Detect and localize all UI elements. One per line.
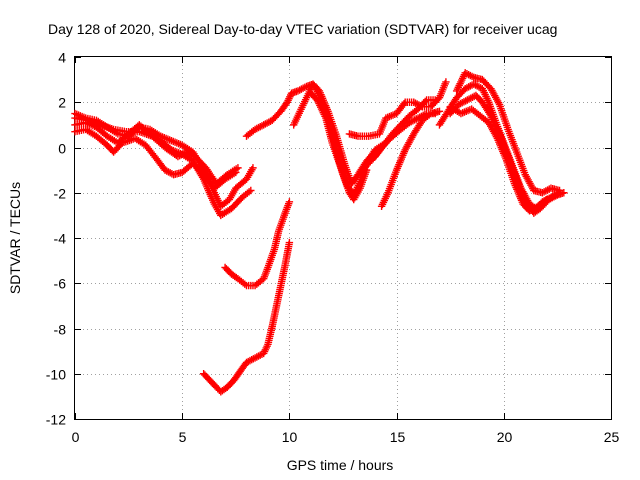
series-track-13 xyxy=(371,96,439,161)
y-tick-label: -10 xyxy=(46,367,66,383)
data-point-marker xyxy=(431,109,439,118)
x-tick-label: 5 xyxy=(179,429,187,445)
data-point-marker xyxy=(247,186,255,195)
grid-lines xyxy=(75,57,611,419)
series-track-17 xyxy=(446,103,551,215)
axes: 0 5 10 15 20 25 -12 -10 -8 -6 -4 -2 0 2 4 xyxy=(46,50,620,446)
y-axis-title: SDTVAR / TECUs xyxy=(7,182,23,294)
data-point-marker xyxy=(542,195,551,204)
series-track-3 xyxy=(71,125,240,192)
data-point-marker xyxy=(249,164,257,172)
x-tick-label: 10 xyxy=(282,429,298,445)
series-track-4 xyxy=(71,114,242,188)
data-point-marker xyxy=(442,78,450,86)
y-tick-label: 4 xyxy=(58,50,66,66)
x-tick-label: 0 xyxy=(72,429,80,445)
y-tick-label: -8 xyxy=(54,322,67,338)
y-tick-label: -2 xyxy=(54,186,67,202)
x-tick-label: 25 xyxy=(604,429,620,445)
data-point-marker xyxy=(285,198,294,206)
series-track-16 xyxy=(452,69,564,197)
y-tick-label: 2 xyxy=(58,95,66,111)
y-tick-label: -12 xyxy=(46,412,66,428)
y-tick-label: 0 xyxy=(58,141,66,157)
y-tick-label: -4 xyxy=(54,231,67,247)
x-tick-label: 15 xyxy=(390,429,406,445)
data-points xyxy=(71,69,568,396)
y-tick-label: -6 xyxy=(54,276,67,292)
data-point-marker xyxy=(431,96,439,104)
data-point-marker xyxy=(435,107,444,115)
x-axis-title: GPS time / hours xyxy=(287,457,394,473)
data-point-marker xyxy=(234,164,242,172)
plot-frame xyxy=(74,56,612,420)
series-track-5 xyxy=(221,198,294,290)
data-point-marker xyxy=(560,189,568,197)
data-point-marker xyxy=(555,186,564,195)
data-point-marker xyxy=(285,238,294,247)
chart-title: Day 128 of 2020, Sidereal Day-to-day VTE… xyxy=(48,21,557,37)
x-tick-label: 20 xyxy=(497,429,513,445)
series-track-9 xyxy=(307,89,390,199)
series-track-6 xyxy=(199,238,294,396)
